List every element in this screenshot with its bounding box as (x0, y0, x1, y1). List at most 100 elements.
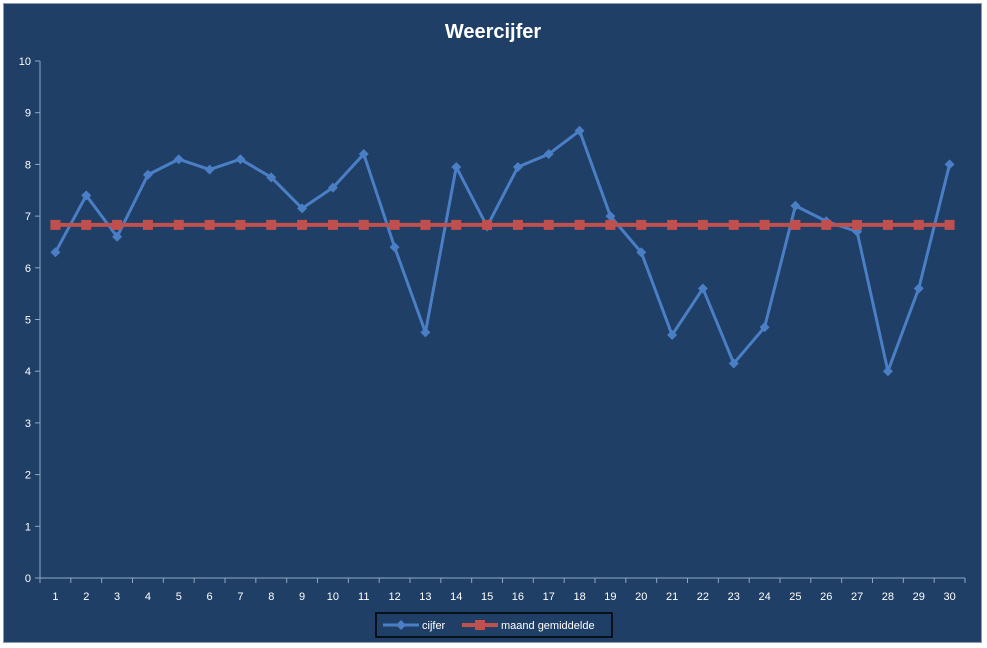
data-point-cijfer (543, 149, 554, 160)
x-tick-label: 24 (758, 591, 770, 603)
data-point-cijfer (81, 190, 92, 201)
data-point-maand-gemiddelde (204, 219, 215, 230)
data-point-cijfer (297, 203, 308, 214)
x-tick-label: 11 (358, 591, 369, 603)
x-tick-label: 30 (943, 591, 955, 603)
x-tick-label: 19 (604, 591, 616, 603)
data-point-cijfer (173, 154, 184, 165)
legend: cijfer maand gemiddelde (375, 612, 613, 638)
data-point-cijfer (882, 366, 893, 377)
data-point-maand-gemiddelde (112, 219, 123, 230)
data-point-maand-gemiddelde (821, 219, 832, 230)
data-point-maand-gemiddelde (790, 219, 801, 230)
data-point-cijfer (697, 283, 708, 294)
data-point-cijfer (112, 231, 123, 242)
data-point-maand-gemiddelde (50, 219, 61, 230)
y-tick-label: 0 (25, 573, 31, 585)
x-tick-label: 17 (543, 591, 555, 603)
x-tick-label: 22 (697, 591, 709, 603)
data-point-cijfer (451, 161, 462, 172)
x-tick-label: 13 (419, 591, 431, 603)
data-point-maand-gemiddelde (667, 219, 678, 230)
x-tick-label: 6 (207, 591, 213, 603)
y-tick-label: 8 (25, 159, 31, 171)
data-point-maand-gemiddelde (266, 219, 277, 230)
x-tick-label: 29 (913, 591, 925, 603)
data-point-maand-gemiddelde (574, 219, 585, 230)
x-tick-label: 21 (666, 591, 678, 603)
x-tick-label: 2 (83, 591, 89, 603)
data-point-cijfer (204, 164, 215, 175)
x-tick-label: 26 (820, 591, 832, 603)
data-point-maand-gemiddelde (173, 219, 184, 230)
legend-box (375, 612, 613, 638)
legend-marker-maand-gemiddelde (475, 620, 485, 630)
x-tick-label: 12 (388, 591, 400, 603)
data-point-maand-gemiddelde (636, 219, 647, 230)
x-tick-label: 23 (728, 591, 740, 603)
data-point-maand-gemiddelde (297, 219, 308, 230)
data-point-maand-gemiddelde (759, 219, 770, 230)
y-tick-label: 5 (25, 315, 31, 327)
data-point-cijfer (50, 247, 61, 258)
data-point-cijfer (142, 169, 153, 180)
y-tick-label: 6 (25, 263, 31, 275)
x-tick-label: 20 (635, 591, 647, 603)
data-point-cijfer (266, 172, 277, 183)
y-tick-label: 4 (25, 366, 31, 378)
data-point-maand-gemiddelde (389, 219, 400, 230)
x-tick-label: 14 (450, 591, 462, 603)
chart-area: Weercijfer 0 1 2 3 4 5 6 7 8 9 10 1 2 3 4 5 6 7 8 9 10 11 12 13… (3, 3, 982, 643)
data-point-cijfer (636, 247, 647, 258)
x-tick-label: 4 (145, 591, 151, 603)
data-point-maand-gemiddelde (852, 219, 863, 230)
legend-marker-cijfer (396, 620, 406, 630)
legend-label-maand-gemiddelde: maand gemiddelde (501, 620, 595, 632)
data-point-maand-gemiddelde (327, 219, 338, 230)
data-point-maand-gemiddelde (913, 219, 924, 230)
x-tick-label: 10 (327, 591, 339, 603)
series-cijfer (50, 125, 955, 377)
series-line-cijfer (54, 129, 952, 373)
y-tick-label: 10 (19, 56, 31, 68)
y-tick-label: 7 (25, 211, 31, 223)
x-tick-label: 27 (851, 591, 863, 603)
data-point-cijfer (605, 211, 616, 222)
data-point-cijfer (235, 154, 246, 165)
data-point-maand-gemiddelde (728, 219, 739, 230)
data-point-cijfer (944, 159, 955, 170)
data-point-cijfer (790, 200, 801, 211)
data-point-maand-gemiddelde (142, 219, 153, 230)
data-point-cijfer (512, 161, 523, 172)
data-point-cijfer (420, 327, 431, 338)
data-point-maand-gemiddelde (944, 219, 955, 230)
data-point-cijfer (913, 283, 924, 294)
data-point-maand-gemiddelde (420, 219, 431, 230)
data-point-maand-gemiddelde (882, 219, 893, 230)
legend-label-cijfer: cijfer (422, 620, 446, 632)
data-point-cijfer (327, 182, 338, 193)
series-layer (50, 125, 955, 377)
chart-title: Weercijfer (445, 21, 542, 43)
data-point-maand-gemiddelde (81, 219, 92, 230)
x-tick-label: 3 (114, 591, 120, 603)
data-point-maand-gemiddelde (235, 219, 246, 230)
data-point-maand-gemiddelde (358, 219, 369, 230)
y-tick-label: 9 (25, 108, 31, 120)
x-tick-label: 18 (573, 591, 585, 603)
data-point-cijfer (728, 358, 739, 369)
data-point-maand-gemiddelde (512, 219, 523, 230)
x-tick-label: 9 (299, 591, 305, 603)
series-maand-gemiddelde (50, 219, 955, 230)
x-tick-label: 7 (237, 591, 243, 603)
x-tick-label: 8 (268, 591, 274, 603)
data-point-cijfer (358, 149, 369, 160)
data-point-maand-gemiddelde (543, 219, 554, 230)
data-point-cijfer (667, 330, 678, 341)
x-tick-label: 15 (481, 591, 493, 603)
x-tick-label: 1 (52, 591, 58, 603)
x-tick-label: 25 (789, 591, 801, 603)
data-point-maand-gemiddelde (697, 219, 708, 230)
